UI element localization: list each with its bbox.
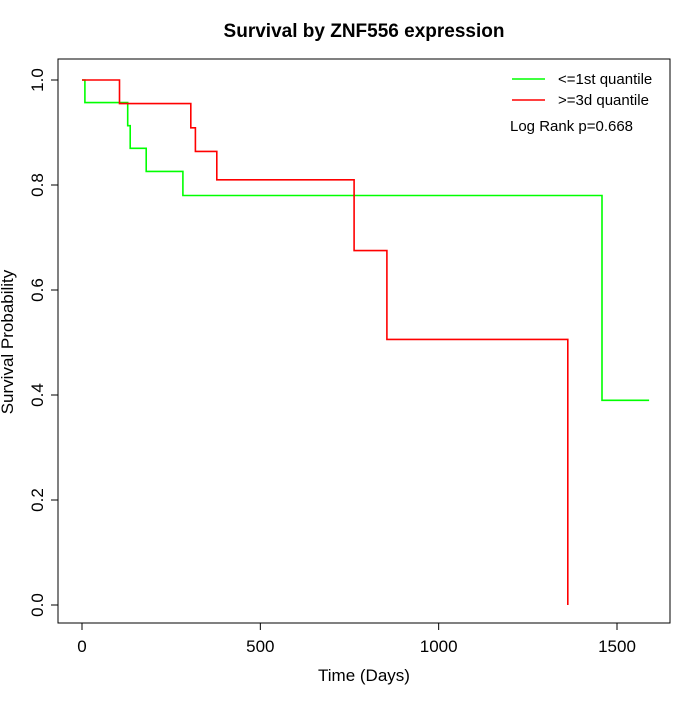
x-axis-label: Time (Days): [318, 666, 410, 685]
log-rank-annotation: Log Rank p=0.668: [510, 118, 633, 135]
y-axis: 0.0 0.2 0.4 0.6 0.8 1.0: [28, 68, 59, 617]
legend-label-high: >=3d quantile: [558, 92, 649, 109]
y-tick-label: 0.2: [28, 488, 47, 512]
y-tick-label: 0.8: [28, 173, 47, 197]
x-tick-label: 500: [246, 637, 274, 656]
x-tick-label: 0: [77, 637, 86, 656]
y-tick-label: 0.6: [28, 278, 47, 302]
x-tick-label: 1500: [598, 637, 636, 656]
legend-label-low: <=1st quantile: [558, 71, 652, 88]
y-axis-label: Survival Probability: [0, 269, 17, 414]
y-tick-label: 1.0: [28, 68, 47, 92]
y-tick-label: 0.4: [28, 383, 47, 407]
series-line-low-quantile: [82, 79, 650, 402]
plot-frame: [57, 58, 671, 624]
legend: <=1st quantile >=3d quantile: [512, 71, 652, 109]
y-tick-label: 0.0: [28, 593, 47, 617]
x-tick-label: 1000: [420, 637, 458, 656]
x-axis: 0 500 1000 1500: [77, 622, 636, 656]
series-line-high-quantile: [82, 79, 569, 605]
chart-title: Survival by ZNF556 expression: [224, 21, 505, 42]
series-layer: [82, 79, 650, 605]
